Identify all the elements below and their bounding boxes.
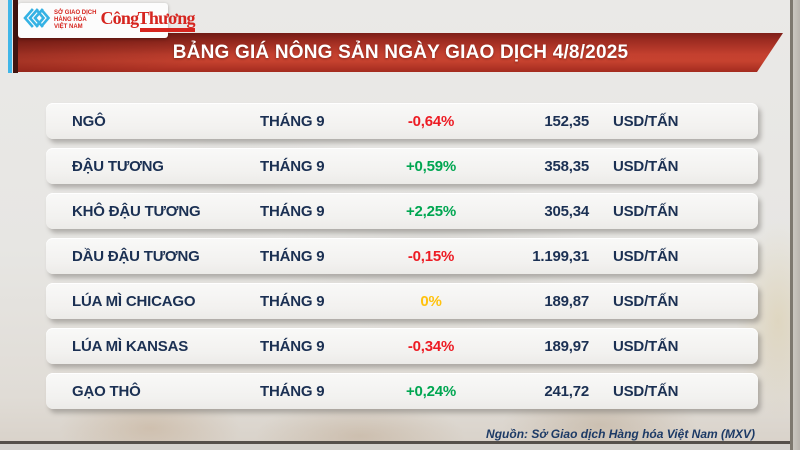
price-value: 305,34 bbox=[544, 202, 589, 220]
table-row: GẠO THÔ THÁNG 9 +0,24% 241,72 USD/TẤN bbox=[46, 373, 758, 409]
table-row: NGÔ THÁNG 9 -0,64% 152,35 USD/TẤN bbox=[46, 103, 758, 139]
price-value: 1.199,31 bbox=[532, 247, 589, 265]
mxv-logo-text: SỞ GIAO DỊCH HÀNG HÓA VIỆT NAM bbox=[54, 10, 96, 31]
change-percent: +2,25% bbox=[405, 202, 457, 220]
mxv-chevrons-icon bbox=[22, 7, 52, 34]
commodity-name: ĐẬU TƯƠNG bbox=[72, 157, 164, 175]
price-unit: USD/TẤN bbox=[613, 382, 679, 400]
contract-month: THÁNG 9 bbox=[260, 157, 325, 175]
table-row: LÚA MÌ CHICAGO THÁNG 9 0% 189,87 USD/TẤN bbox=[46, 283, 758, 319]
price-unit: USD/TẤN bbox=[613, 157, 679, 175]
price-value: 241,72 bbox=[544, 382, 589, 400]
change-percent: -0,64% bbox=[407, 112, 455, 130]
price-value: 189,97 bbox=[544, 337, 589, 355]
contract-month: THÁNG 9 bbox=[260, 382, 325, 400]
price-value: 358,35 bbox=[544, 157, 589, 175]
commodity-name: NGÔ bbox=[72, 112, 106, 130]
table-row: DẦU ĐẬU TƯƠNG THÁNG 9 -0,15% 1.199,31 US… bbox=[46, 238, 758, 274]
price-unit: USD/TẤN bbox=[613, 247, 679, 265]
price-unit: USD/TẤN bbox=[613, 202, 679, 220]
change-percent: -0,34% bbox=[407, 337, 455, 355]
commodity-name: LÚA MÌ CHICAGO bbox=[72, 292, 196, 310]
commodity-name: KHÔ ĐẬU TƯƠNG bbox=[72, 202, 201, 220]
congthuong-logo-text: Công Thương bbox=[100, 8, 195, 28]
bottom-border-strip bbox=[0, 444, 800, 450]
price-unit: USD/TẤN bbox=[613, 112, 679, 130]
left-accent-blue-bar bbox=[8, 0, 12, 73]
commodity-name: GẠO THÔ bbox=[72, 382, 141, 400]
congthuong-logo: Công Thương bbox=[100, 8, 195, 32]
change-percent: 0% bbox=[420, 292, 442, 310]
price-value: 152,35 bbox=[544, 112, 589, 130]
mxv-logo-line: SỞ GIAO DỊCH bbox=[54, 10, 97, 16]
change-percent: +0,24% bbox=[405, 382, 457, 400]
bottom-border-line bbox=[0, 441, 800, 444]
price-unit: USD/TẤN bbox=[613, 292, 679, 310]
contract-month: THÁNG 9 bbox=[260, 337, 325, 355]
price-table: NGÔ THÁNG 9 -0,64% 152,35 USD/TẤN ĐẬU TƯ… bbox=[46, 103, 758, 418]
contract-month: THÁNG 9 bbox=[260, 292, 325, 310]
page-title: BẢNG GIÁ NÔNG SẢN NGÀY GIAO DỊCH 4/8/202… bbox=[172, 42, 629, 63]
table-row: KHÔ ĐẬU TƯƠNG THÁNG 9 +2,25% 305,34 USD/… bbox=[46, 193, 758, 229]
table-row: LÚA MÌ KANSAS THÁNG 9 -0,34% 189,97 USD/… bbox=[46, 328, 758, 364]
congthuong-tagline-bar bbox=[140, 28, 195, 32]
mxv-logo-line: VIỆT NAM bbox=[54, 24, 83, 30]
table-row: ĐẬU TƯƠNG THÁNG 9 +0,59% 358,35 USD/TẤN bbox=[46, 148, 758, 184]
mxv-logo: SỞ GIAO DỊCH HÀNG HÓA VIỆT NAM bbox=[22, 7, 96, 34]
contract-month: THÁNG 9 bbox=[260, 112, 325, 130]
contract-month: THÁNG 9 bbox=[260, 247, 325, 265]
right-border-strip bbox=[790, 0, 800, 450]
commodity-name: LÚA MÌ KANSAS bbox=[72, 337, 189, 355]
contract-month: THÁNG 9 bbox=[260, 202, 325, 220]
commodity-name: DẦU ĐẬU TƯƠNG bbox=[72, 247, 200, 265]
logo-strip: SỞ GIAO DỊCH HÀNG HÓA VIỆT NAM Công Thươ… bbox=[18, 3, 195, 38]
change-percent: +0,59% bbox=[405, 157, 457, 175]
mxv-logo-line: HÀNG HÓA bbox=[54, 17, 87, 23]
price-value: 189,87 bbox=[544, 292, 589, 310]
title-banner: BẢNG GIÁ NÔNG SẢN NGÀY GIAO DỊCH 4/8/202… bbox=[18, 33, 783, 72]
source-note: Nguồn: Sở Giao dịch Hàng hóa Việt Nam (M… bbox=[486, 427, 755, 441]
left-accent-dark-bar bbox=[13, 0, 18, 73]
change-percent: -0,15% bbox=[407, 247, 455, 265]
price-unit: USD/TẤN bbox=[613, 337, 679, 355]
